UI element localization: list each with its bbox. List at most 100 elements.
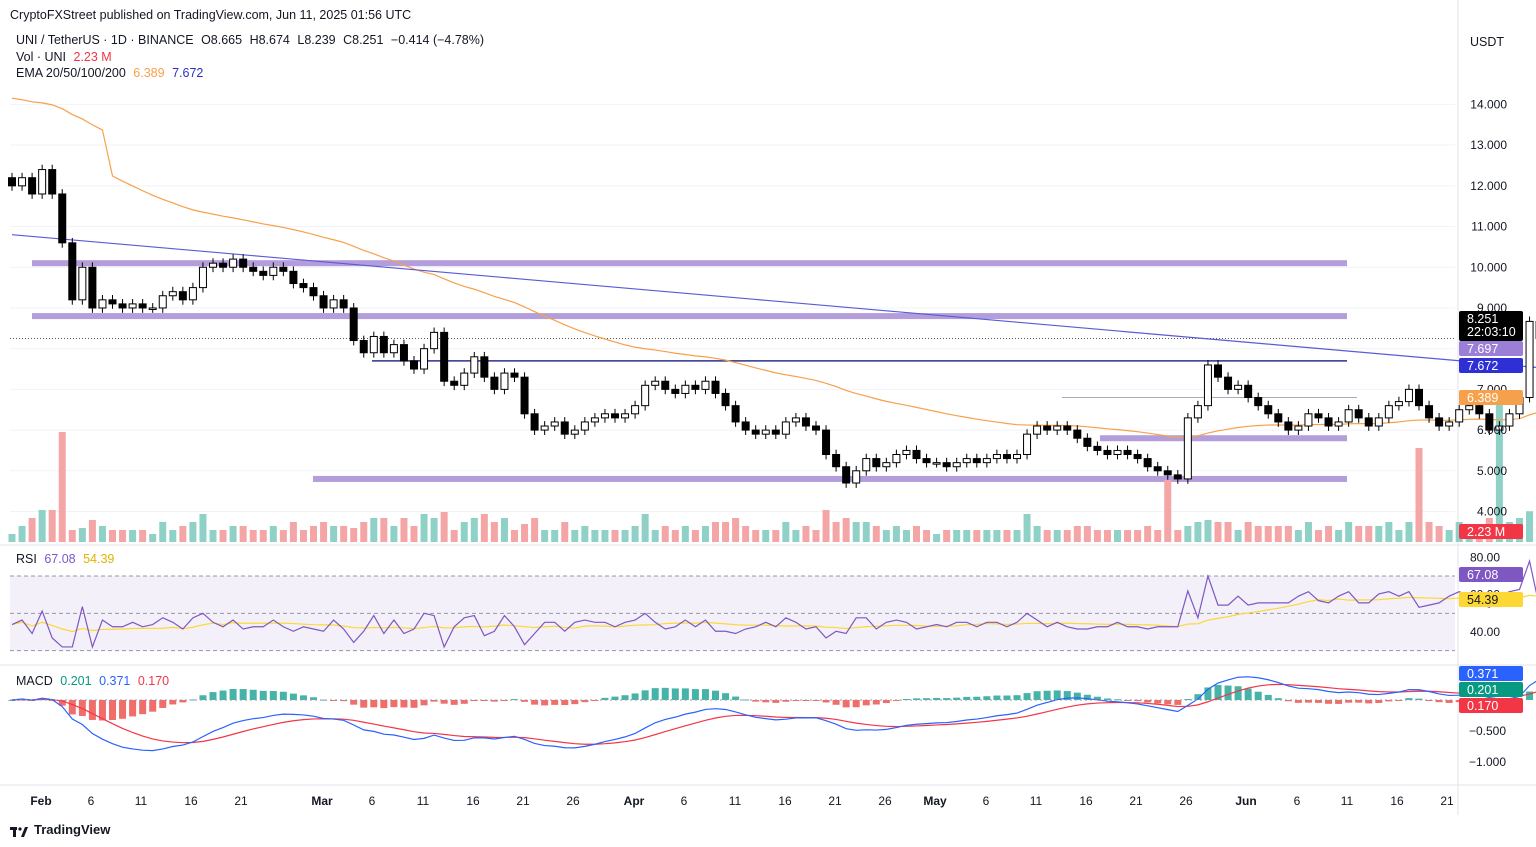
volume-bar: [129, 530, 137, 542]
candle-body: [1123, 449, 1132, 456]
volume-badge: 2.23 M: [1467, 525, 1505, 539]
rsi-value-1: 67.08: [44, 552, 76, 566]
candle-body: [78, 266, 87, 301]
candle-body: [611, 413, 619, 419]
candle-body: [329, 299, 338, 309]
volume-bar: [139, 530, 147, 542]
candle-body: [972, 458, 981, 464]
macd-histogram-bar: [48, 700, 56, 701]
macd-histogram-bar: [1425, 700, 1433, 701]
date-tick-label: 26: [566, 794, 580, 808]
volume-bar: [299, 530, 307, 542]
macd-histogram-bar: [340, 700, 348, 702]
macd-histogram-bar: [1124, 700, 1132, 701]
macd-histogram-bar: [621, 695, 629, 700]
volume-bar: [1345, 522, 1353, 542]
candle-body: [952, 462, 961, 468]
candle-body: [500, 372, 509, 390]
date-tick-label: Jun: [1235, 794, 1256, 808]
volume-bar: [973, 530, 981, 542]
candle-body: [751, 429, 760, 435]
macd-histogram-bar: [1214, 685, 1222, 700]
price-tick-label: 6.000: [1477, 423, 1507, 437]
symbol-name[interactable]: UNI / TetherUS · 1D · BINANCE: [16, 33, 194, 47]
macd-histogram-bar: [1073, 692, 1081, 700]
macd-histogram-bar: [691, 689, 699, 700]
rsi-legend[interactable]: RSI 67.08 54.39: [16, 552, 118, 566]
rsi-value-2: 54.39: [83, 552, 115, 566]
date-tick-label: 6: [369, 794, 376, 808]
macd-histogram-bar: [1103, 698, 1111, 700]
candle-body: [28, 177, 37, 195]
macd-histogram-bar: [1445, 700, 1453, 703]
volume-bar: [933, 534, 941, 542]
macd-histogram-bar: [541, 700, 549, 706]
volume-bar: [1495, 405, 1503, 542]
macd-histogram-bar: [88, 700, 96, 720]
macd-histogram-bar: [400, 700, 408, 708]
candle-body: [832, 454, 841, 468]
volume-bar: [149, 534, 157, 542]
macd-histogram-bar: [1184, 699, 1192, 701]
volume-bar: [621, 530, 629, 542]
candle-body: [1254, 397, 1263, 407]
macd-legend[interactable]: MACD 0.201 0.371 0.170: [16, 674, 173, 688]
volume-bar: [691, 530, 699, 542]
rsi-badge-2: 54.39: [1467, 593, 1498, 607]
macd-histogram-bar: [651, 688, 659, 700]
volume-bar: [1254, 526, 1262, 542]
candle-body: [1002, 454, 1011, 460]
candle-body: [420, 348, 429, 370]
volume-bar: [661, 526, 669, 542]
macd-badge-1-bg: [1459, 666, 1523, 681]
candle-body: [580, 421, 589, 431]
volume-bar: [279, 530, 287, 542]
candle-body: [1304, 413, 1313, 427]
volume-bar: [330, 526, 338, 542]
macd-histogram-bar: [320, 699, 328, 701]
ema-legend[interactable]: EMA 20/50/100/200 6.389 7.672: [16, 66, 207, 80]
volume-bar: [641, 514, 649, 542]
macd-histogram-bar: [772, 700, 780, 703]
macd-histogram-bar: [299, 695, 307, 700]
volume-bar: [350, 528, 358, 542]
date-tick-label: Mar: [311, 794, 333, 808]
candle-body: [8, 177, 16, 187]
macd-histogram-bar: [269, 691, 277, 700]
candle-body: [219, 262, 228, 268]
macd-histogram-bar: [279, 691, 287, 700]
macd-histogram-bar: [1164, 700, 1172, 705]
volume-bar: [772, 530, 780, 542]
ohlc-open: O8.665: [201, 33, 243, 47]
ema-50-badge: 6.389: [1467, 391, 1498, 405]
ema-label: EMA 20/50/100/200: [16, 66, 126, 80]
candle-body: [1264, 405, 1273, 415]
grid-lines: [0, 0, 1536, 815]
macd-pane: [8, 676, 1536, 752]
macd-histogram-bar: [1154, 700, 1162, 704]
candle-body: [339, 299, 348, 309]
volume-bar: [802, 526, 810, 542]
volume-bar: [88, 520, 96, 542]
date-tick-label: 16: [778, 794, 792, 808]
candle-body: [872, 458, 881, 468]
volume-bar: [762, 530, 770, 542]
volume-bar: [1375, 526, 1383, 542]
rsi-ma-line: [11, 594, 1536, 633]
volume-bar: [1315, 530, 1322, 542]
ema-50-badge-bg: [1459, 390, 1523, 405]
candle-body: [1294, 425, 1303, 431]
volume-legend[interactable]: Vol · UNI 2.23 M: [16, 50, 116, 64]
macd-histogram-bar: [521, 700, 529, 702]
candle-body: [781, 421, 790, 435]
tradingview-logo[interactable]: TradingView: [10, 822, 110, 837]
volume-bar: [1144, 526, 1152, 542]
volume-bar: [983, 530, 991, 542]
macd-histogram-bar: [159, 700, 167, 708]
volume-bar: [159, 522, 167, 542]
candle-body: [1394, 401, 1403, 407]
candle-body: [58, 193, 67, 244]
volume-bar: [561, 522, 569, 542]
macd-badge-1: 0.371: [1467, 667, 1498, 681]
